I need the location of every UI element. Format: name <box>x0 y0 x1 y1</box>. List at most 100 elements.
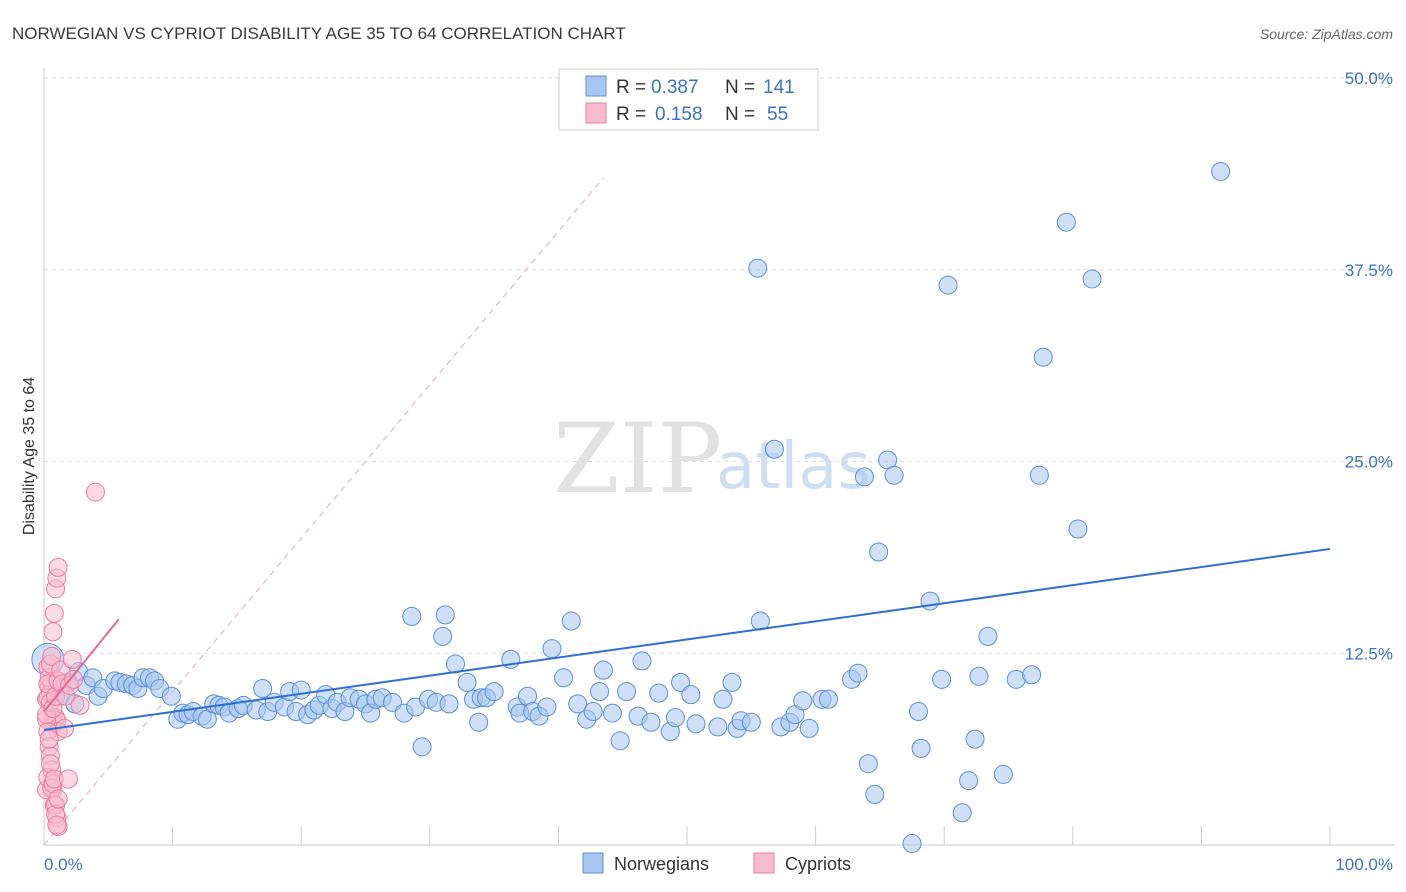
cypriots-point <box>62 649 82 669</box>
norwegians-trend-line <box>43 547 1331 731</box>
norwegians-point <box>1068 519 1088 539</box>
norwegians-point <box>854 467 874 487</box>
norwegians-point <box>469 712 489 732</box>
norwegians-point <box>457 672 477 692</box>
x-tick-label-max: 100.0% <box>1335 855 1393 874</box>
norwegians-point <box>920 591 940 611</box>
norwegians-point <box>542 639 562 659</box>
cypriots-point <box>58 769 78 789</box>
x-tick-labels: 0.0% 100.0% <box>44 855 1393 874</box>
norwegians-point <box>793 691 813 711</box>
cypriots-point <box>48 789 68 809</box>
stats-legend-row-norwegians: R = 0.387 N = 141 <box>585 75 795 98</box>
reference-line <box>43 177 604 846</box>
cypriots-n-label: N = <box>725 104 755 125</box>
norwegians-point <box>537 697 557 717</box>
y-tick-label: 12.5% <box>1345 644 1393 663</box>
norwegians-point <box>722 672 742 692</box>
norwegians-point <box>741 712 761 732</box>
norwegians-point <box>439 694 459 714</box>
cypriots-point <box>70 695 90 715</box>
source-credit: Source: ZipAtlas.com <box>1260 26 1393 42</box>
norwegians-point <box>713 689 733 709</box>
legend-cypriots-label: Cypriots <box>785 854 851 874</box>
y-axis-label: Disability Age 35 to 64 <box>21 377 38 535</box>
norwegians-point <box>869 542 889 562</box>
norwegians-point <box>865 784 885 804</box>
norwegians-point <box>253 679 273 699</box>
chart-title: NORWEGIAN VS CYPRIOT DISABILITY AGE 35 T… <box>12 24 626 43</box>
gridlines <box>44 77 1395 654</box>
norwegians-point <box>708 717 728 737</box>
norwegians-point <box>665 708 685 728</box>
reference-diagonal <box>43 177 604 846</box>
norwegians-point <box>671 672 691 692</box>
norwegians-point <box>1056 212 1076 232</box>
norwegians-n-value: 141 <box>763 77 795 98</box>
norwegians-point <box>911 738 931 758</box>
norwegians-point <box>1022 665 1042 685</box>
cypriots-point <box>42 646 62 666</box>
norwegians-point <box>764 439 784 459</box>
cypriots-point <box>48 557 68 577</box>
norwegians-point <box>959 771 979 791</box>
norwegians-point <box>681 685 701 705</box>
x-tick-label-min: 0.0% <box>44 855 83 874</box>
cypriots-point <box>64 669 84 689</box>
norwegians-point <box>1029 465 1049 485</box>
cypriots-point <box>44 603 64 623</box>
norwegians-point <box>686 714 706 734</box>
norwegians-point <box>484 682 504 702</box>
watermark-zip: ZIP <box>553 403 722 515</box>
norwegians-point <box>433 626 453 646</box>
norwegians-point <box>632 651 652 671</box>
norwegians-point <box>952 803 972 823</box>
norwegians-point <box>291 680 311 700</box>
norwegians-point <box>932 669 952 689</box>
y-tick-label: 50.0% <box>1345 69 1393 88</box>
norwegians-point <box>590 682 610 702</box>
norwegians-n-label: N = <box>725 77 755 98</box>
legend-norwegians-swatch <box>582 852 604 874</box>
norwegians-point <box>965 729 985 749</box>
y-tick-label: 25.0% <box>1345 453 1393 472</box>
norwegians-point <box>593 660 613 680</box>
watermark-atlas: atlas <box>716 430 871 504</box>
cypriots-trend-line <box>43 618 120 713</box>
norwegians-point <box>554 668 574 688</box>
norwegians-point <box>884 465 904 485</box>
stats-legend: R = 0.387 N = 141 R = 0.158 N = 55 <box>558 68 819 131</box>
cypriots-r-value: 0.158 <box>655 104 703 125</box>
norwegians-point <box>1033 347 1053 367</box>
norwegians-point <box>858 754 878 774</box>
norwegians-point <box>1082 269 1102 289</box>
norwegians-swatch <box>585 75 607 97</box>
norwegians-point <box>969 666 989 686</box>
norwegians-point <box>908 702 928 722</box>
norwegians-point <box>610 731 630 751</box>
cypriots-point <box>47 815 67 835</box>
norwegians-point <box>402 606 422 626</box>
norwegians-point <box>1211 162 1231 182</box>
norwegians-point <box>435 605 455 625</box>
norwegians-point <box>848 663 868 683</box>
norwegians-point <box>938 275 958 295</box>
y-tick-label: 37.5% <box>1345 261 1393 280</box>
norwegians-point <box>568 694 588 714</box>
norwegians-point <box>818 689 838 709</box>
y-tick-labels: 12.5% 25.0% 37.5% 50.0% <box>1345 69 1393 663</box>
legend-cypriots-swatch <box>753 852 775 874</box>
cypriots-points <box>37 482 105 837</box>
norwegians-point <box>641 712 661 732</box>
norwegians-point <box>799 718 819 738</box>
norwegians-r-label: R = <box>616 77 646 98</box>
norwegians-point <box>978 626 998 646</box>
norwegians-point <box>748 258 768 278</box>
norwegians-point <box>617 682 637 702</box>
norwegians-point <box>161 686 181 706</box>
legend-norwegians-label: Norwegians <box>614 854 709 874</box>
series-legend: Norwegians Cypriots <box>582 852 851 874</box>
norwegians-point <box>412 737 432 757</box>
cypriots-swatch <box>585 102 607 124</box>
